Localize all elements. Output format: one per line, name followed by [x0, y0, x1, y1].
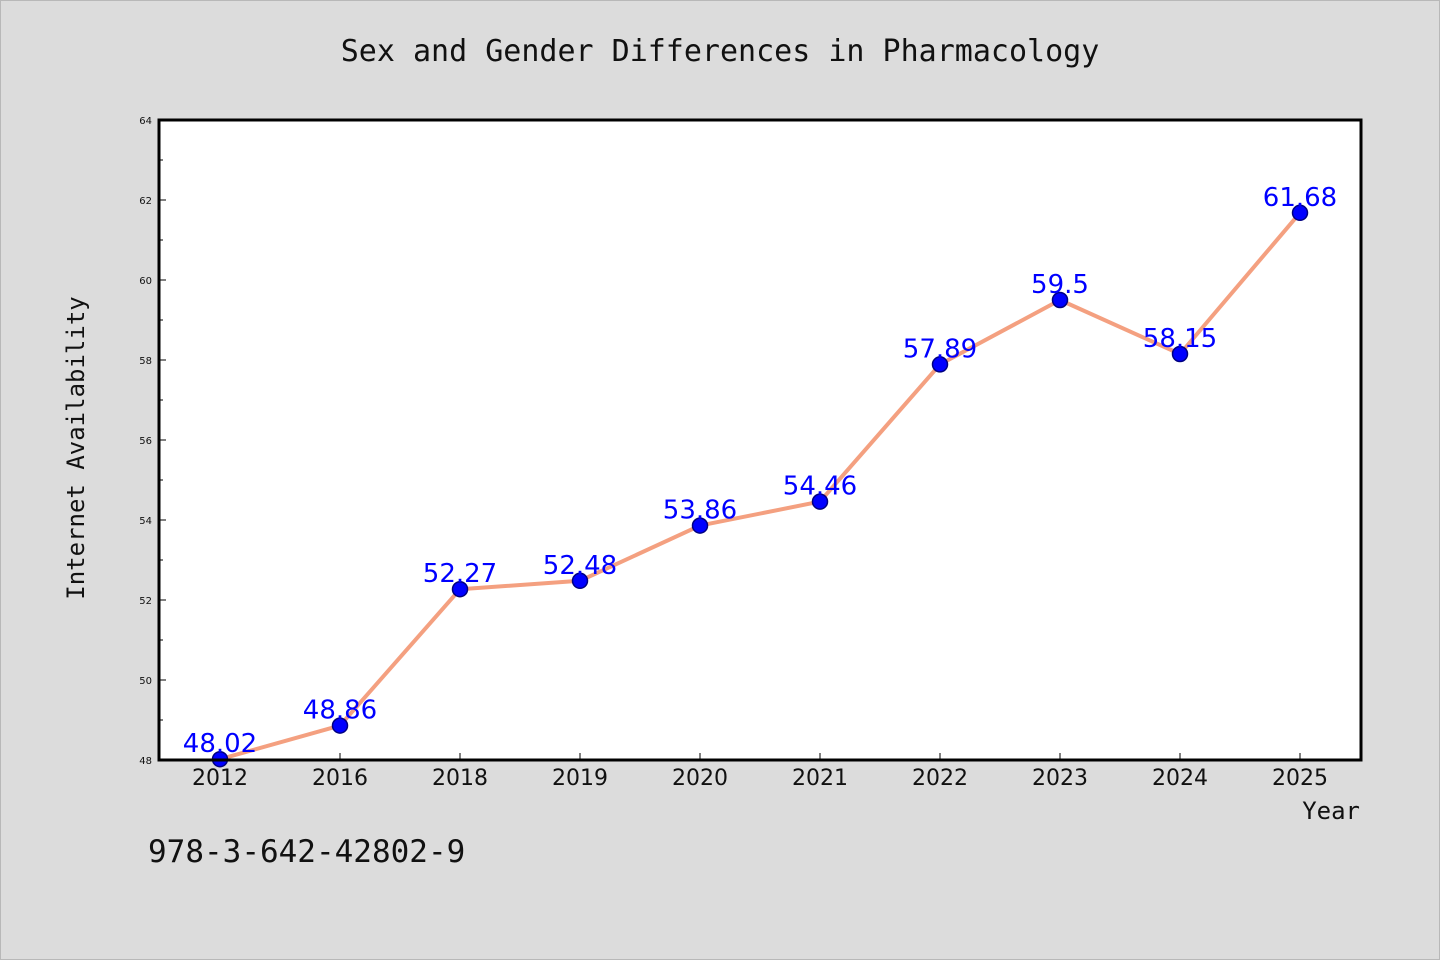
- chart-title: Sex and Gender Differences in Pharmacolo…: [340, 34, 1100, 69]
- data-label: 57.89: [903, 334, 977, 364]
- x-tick-label: 2024: [1152, 766, 1208, 791]
- y-tick-label: 58: [139, 356, 152, 367]
- y-tick-label: 48: [139, 756, 152, 767]
- y-tick-label: 60: [139, 276, 152, 287]
- data-label: 54.46: [783, 472, 857, 502]
- data-labels: 48.02 48.86 52.27 52.48 53.86 54.46 57.89 59.5 5…: [183, 183, 1337, 759]
- data-point: [451, 580, 469, 598]
- data-point: [331, 717, 349, 734]
- data-label: 59.5: [1031, 270, 1089, 300]
- data-point: [811, 493, 829, 510]
- data-label: 48.02: [183, 729, 257, 759]
- x-axis-title: Year: [1302, 797, 1360, 825]
- y-tick-label: 56: [139, 436, 152, 447]
- x-tick-label: 2022: [912, 766, 968, 791]
- data-point: [931, 356, 949, 373]
- data-label: 58.15: [1143, 324, 1217, 354]
- data-point: [1051, 291, 1069, 309]
- data-label: 53.86: [663, 496, 737, 526]
- plot-area: [159, 120, 1361, 760]
- x-tick-label: 2019: [552, 766, 608, 791]
- x-tick-label: 2016: [312, 766, 368, 791]
- data-point: [571, 572, 589, 590]
- x-tick-label: 2025: [1272, 766, 1328, 791]
- data-point: [691, 517, 709, 534]
- x-tick-label: 2020: [672, 766, 728, 791]
- isbn-footnote: 978-3-642-42802-9: [148, 834, 466, 870]
- plot-border: [157, 118, 1363, 762]
- data-label: 48.86: [303, 696, 377, 726]
- data-label: 52.48: [543, 551, 617, 581]
- x-tick-label: 2018: [432, 766, 488, 791]
- x-tick-label: 2012: [192, 766, 248, 791]
- y-axis-title: Internet Availability: [62, 296, 90, 600]
- y-tick-label: 54: [139, 516, 152, 527]
- data-markers: [211, 204, 1309, 768]
- x-tick-label: 2021: [792, 766, 848, 791]
- x-tick-label: 2023: [1032, 766, 1088, 791]
- data-label: 52.27: [423, 559, 497, 589]
- x-axis: 2012 2016 2018 2019 2020 2021 2022 2023 2024 2025: [192, 753, 1328, 791]
- series-line: [218, 210, 1302, 762]
- data-point: [1171, 345, 1189, 363]
- y-tick-label: 62: [139, 196, 152, 207]
- y-tick-label: 64: [139, 116, 152, 127]
- data-label: 61.68: [1263, 183, 1337, 213]
- y-tick-label: 50: [139, 676, 152, 687]
- data-point: [1291, 204, 1309, 222]
- y-tick-label: 52: [139, 596, 152, 607]
